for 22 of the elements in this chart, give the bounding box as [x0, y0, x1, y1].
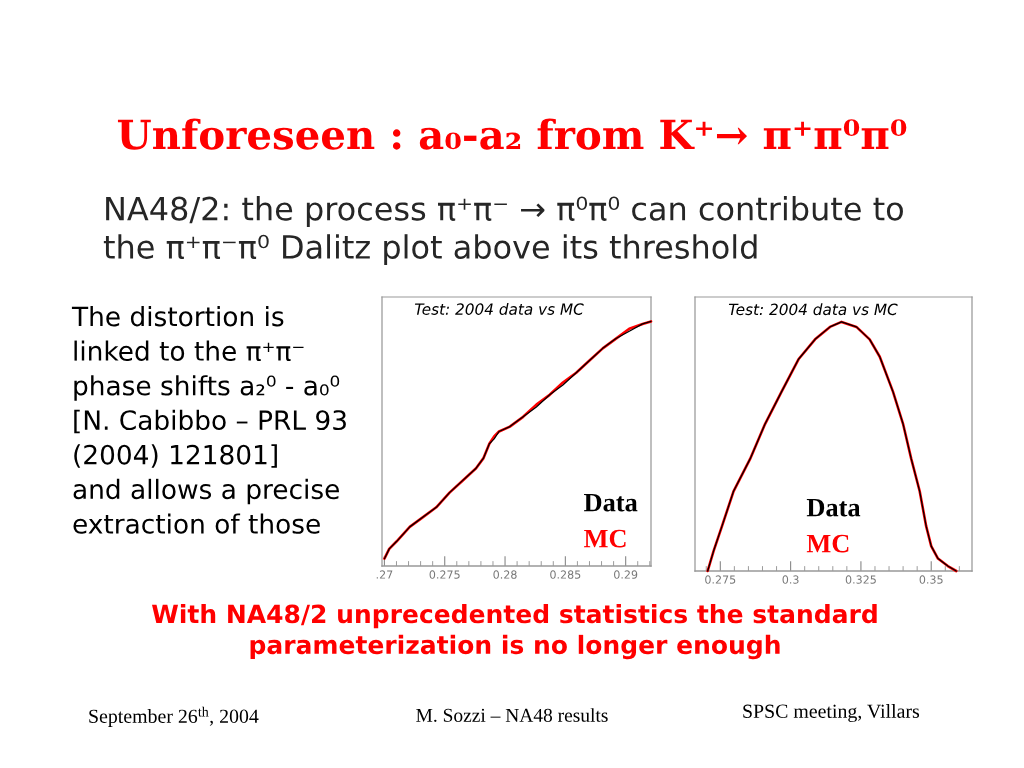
chart-title: Test: 2004 data vs MC: [728, 303, 898, 316]
x-tick-label: 0.275: [429, 570, 460, 579]
chart-title: Test: 2004 data vs MC: [414, 303, 584, 315]
x-tick-label: 0.3: [782, 575, 799, 584]
x-tick-label: 0.285: [550, 570, 581, 579]
x-tick-label: 0.28: [493, 570, 517, 579]
text: MC: [806, 534, 849, 553]
x-tick-label: 0.325: [845, 575, 876, 584]
text: Data: [806, 498, 861, 517]
text: September 26$^{th}$, 2004: [89, 706, 259, 728]
text: MC: [584, 529, 626, 548]
text: M. Sozzi – NA48 results: [416, 708, 608, 722]
text: Data: [584, 493, 638, 512]
x-tick-label: 0.275: [705, 575, 736, 584]
text: The distortion is linked to the π⁺π⁻ phase shifts a₂⁰ - a₀⁰ [N. Cabibbo – PRL 93 (2004) 121801] and allows a precise extraction of those: [71, 306, 346, 534]
x-tick-label: 0.35: [919, 575, 943, 584]
text: Unforeseen : a₀-a₂ from K⁺→ π⁺π⁰π⁰: [117, 118, 907, 150]
text: SPSC meeting, Villars: [743, 703, 920, 723]
x-tick-label: 0.29: [614, 570, 638, 579]
text: With NA48/2 unprecedented statistics the standard parameterization is no longer enough: [152, 604, 877, 660]
x-tick-label: .27: [376, 570, 393, 579]
text: NA48/2: the process π⁺π⁻ → π⁰π⁰ can contribute to the π⁺π⁻π⁰ Dalitz plot above its threshold: [103, 196, 903, 266]
